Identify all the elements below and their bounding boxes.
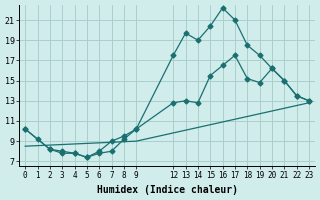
- X-axis label: Humidex (Indice chaleur): Humidex (Indice chaleur): [97, 185, 237, 195]
